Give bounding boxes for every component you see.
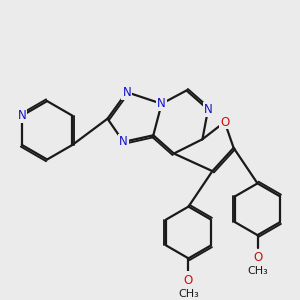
Text: CH₃: CH₃	[178, 289, 199, 299]
Text: N: N	[204, 103, 212, 116]
Text: O: O	[220, 116, 229, 128]
Text: CH₃: CH₃	[247, 266, 268, 276]
Text: N: N	[119, 135, 128, 148]
Text: N: N	[157, 97, 166, 110]
Text: O: O	[253, 250, 262, 263]
Text: N: N	[17, 109, 26, 122]
Text: O: O	[184, 274, 193, 287]
Text: N: N	[122, 85, 131, 99]
